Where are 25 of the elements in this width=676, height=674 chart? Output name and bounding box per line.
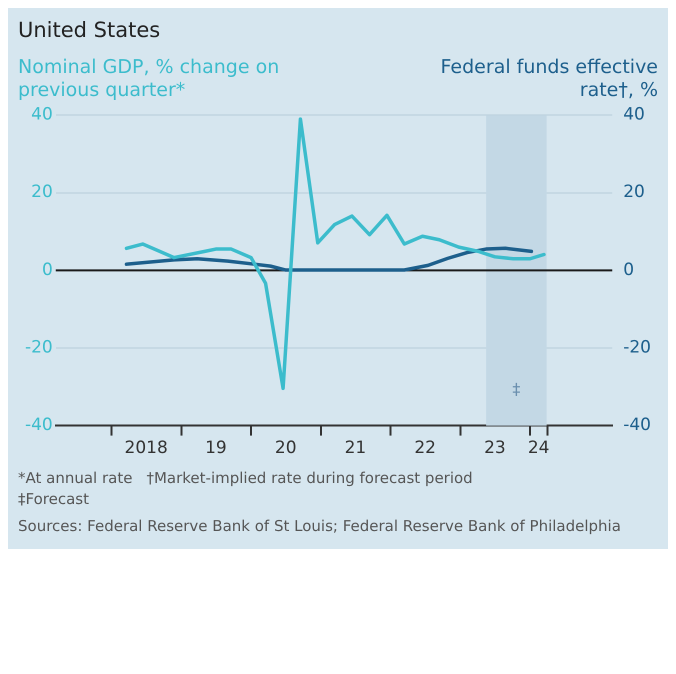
- y-tick-label: -20: [24, 337, 53, 358]
- y2-axis-title: Federal funds effective rate†, %: [440, 56, 658, 102]
- y-tick-label: 20: [31, 182, 53, 202]
- x-tick-label: 20: [274, 438, 297, 458]
- source-note: Sources: Federal Reserve Bank of St Louis; Federal Reserve Bank of Philadelphia: [18, 516, 622, 537]
- x-tick-label: 23: [484, 438, 506, 458]
- band-label: ‡: [512, 380, 520, 399]
- y2-tick-label: -20: [623, 337, 652, 358]
- y2-tick-label: 40: [623, 104, 645, 125]
- y-tick-label: 0: [42, 260, 53, 280]
- x-tick-label: 21: [344, 438, 366, 458]
- text: *At annual rate: [18, 468, 132, 489]
- text: †Market-implied rate during forecast period: [146, 468, 473, 489]
- y-tick-label: 40: [31, 104, 53, 125]
- y-axis-title: Nominal GDP, % change on previous quarter*: [18, 56, 280, 102]
- y2-tick-label: -40: [623, 415, 652, 436]
- x-tick-label: 19: [205, 438, 227, 458]
- y-tick-label: -40: [24, 415, 53, 436]
- x-tick-label: 22: [414, 438, 436, 458]
- text: ‡Forecast: [18, 489, 90, 510]
- y2-tick-label: 0: [623, 260, 634, 280]
- x-tick-label: 24: [528, 438, 550, 458]
- y2-tick-label: 20: [623, 182, 645, 202]
- chart-title: United States: [18, 18, 162, 42]
- x-tick-label: 2018: [124, 438, 168, 458]
